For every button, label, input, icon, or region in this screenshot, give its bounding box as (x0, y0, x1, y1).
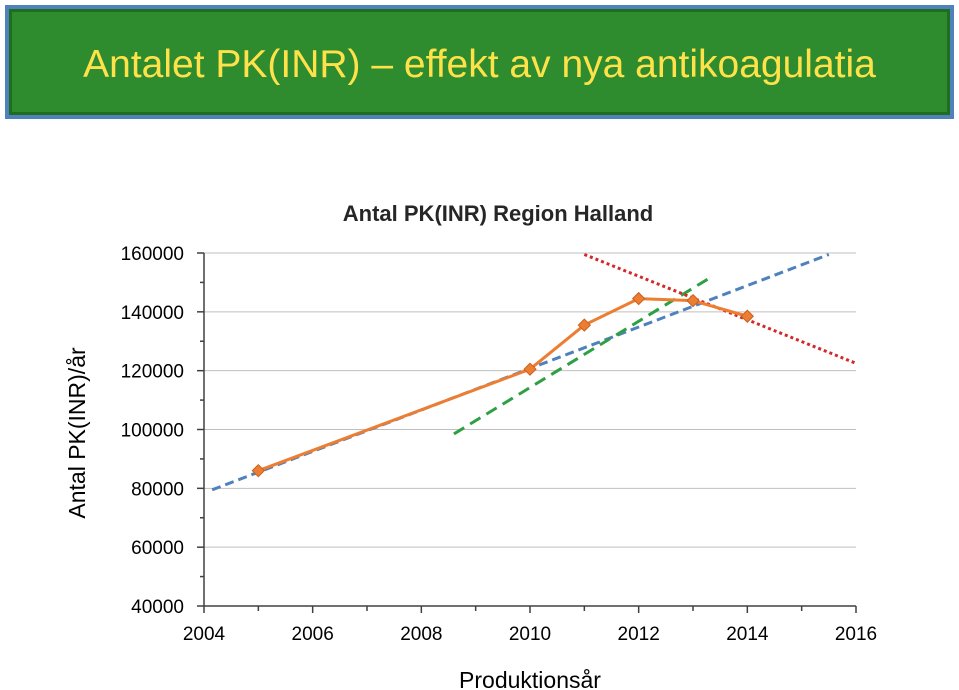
trendline-growth (453, 275, 713, 436)
data-point (686, 293, 700, 308)
trendlines (211, 253, 857, 492)
x-tick-label: 2012 (618, 624, 660, 645)
data-point (523, 362, 537, 376)
title-banner: Antalet PK(INR) – effekt av nya antikoag… (5, 5, 954, 119)
data-point (577, 318, 592, 332)
y-tick-labels: 40000 60000 80000 100000 120000 140000 160000 (121, 244, 184, 618)
series-line (257, 297, 748, 473)
y-tick-label: 60000 (131, 538, 184, 559)
y-tick-label: 120000 (121, 362, 184, 383)
y-tick-label: 80000 (131, 479, 184, 500)
y-tick-label: 140000 (121, 303, 184, 324)
data-point (740, 309, 755, 323)
axes (197, 252, 857, 613)
x-tick-label: 2010 (509, 624, 551, 645)
data-point (631, 291, 646, 306)
y-tick-label: 160000 (121, 244, 184, 265)
x-tick-label: 2008 (400, 624, 442, 645)
x-tick-label: 2014 (726, 624, 769, 645)
x-tick-label: 2004 (183, 624, 226, 645)
data-series (251, 291, 755, 478)
x-tick-label: 2016 (835, 624, 877, 645)
chart-title: Antal PK(INR) Region Halland (343, 201, 653, 226)
y-tick-label: 40000 (131, 597, 184, 618)
data-point (251, 463, 266, 478)
y-tick-label: 100000 (121, 421, 184, 442)
y-axis-label: Antal PK(INR)/år (64, 347, 90, 519)
x-tick-label: 2006 (292, 624, 334, 645)
x-axis-label: Produktionsår (459, 667, 601, 690)
x-tick-labels: 2004 2006 2008 2010 2012 2014 2016 (183, 624, 877, 645)
slide-title: Antalet PK(INR) – effekt av nya antikoag… (83, 43, 876, 86)
gridlines (204, 252, 856, 548)
